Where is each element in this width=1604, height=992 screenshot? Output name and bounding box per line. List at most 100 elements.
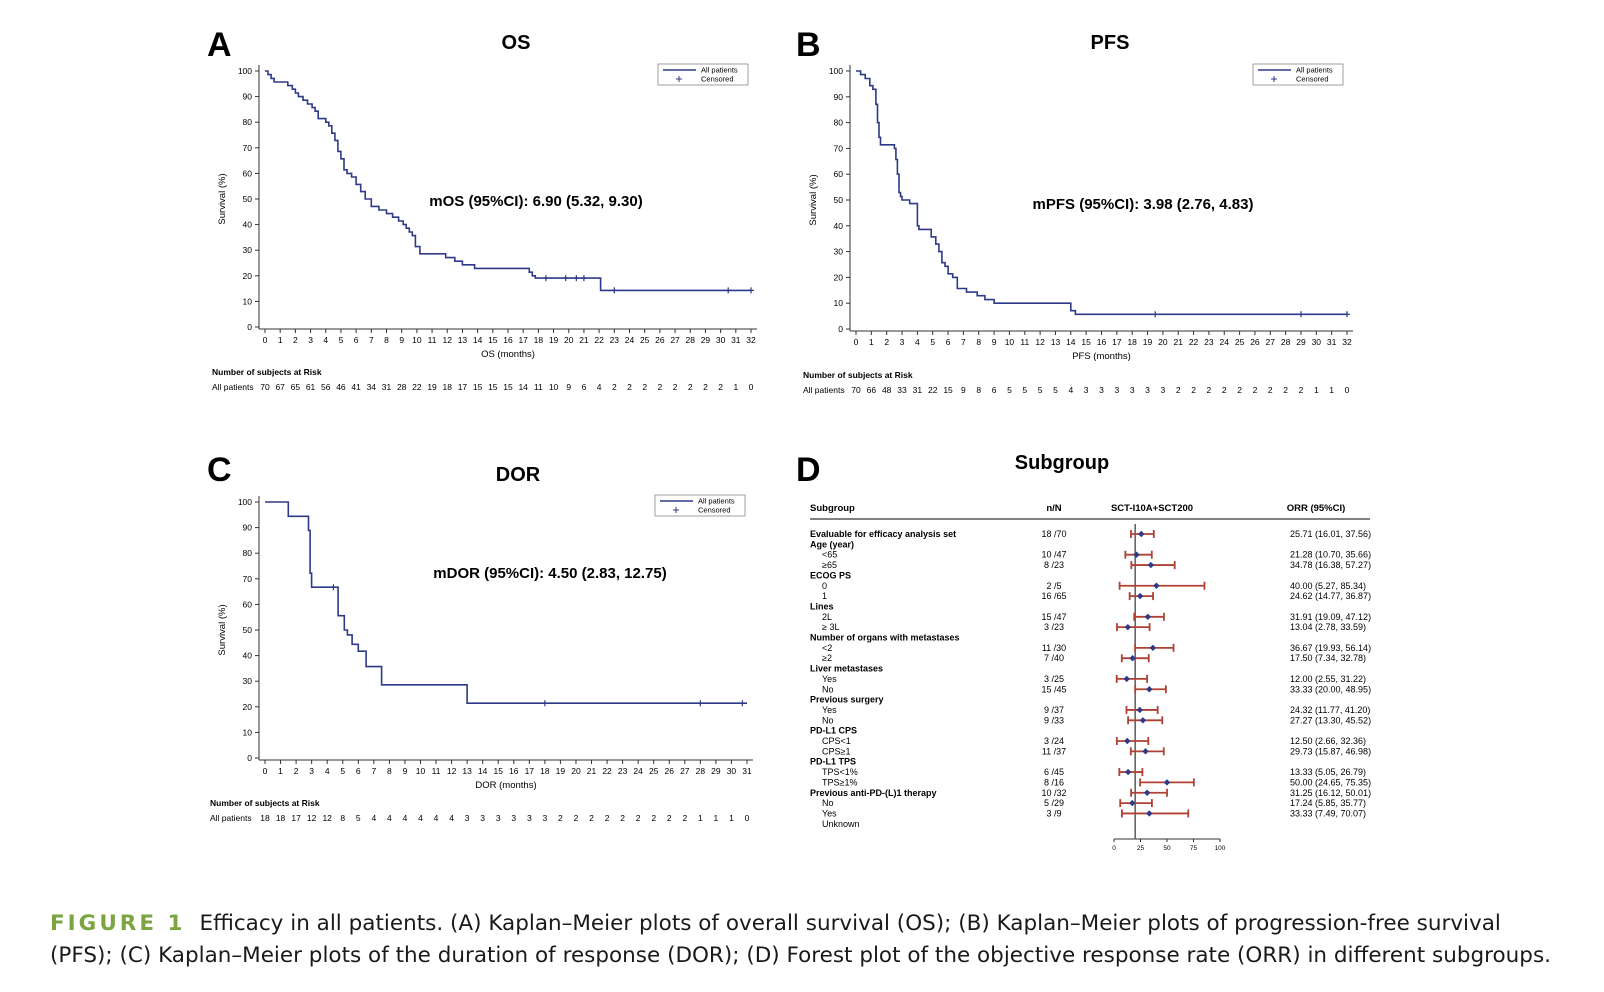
risk-count: 1 — [1314, 385, 1319, 395]
n-over-n: 9 /33 — [1044, 715, 1064, 725]
x-tick-label: 30 — [716, 335, 726, 345]
subgroup-label: ≥65 — [822, 560, 837, 570]
x-tick-label: 9 — [403, 766, 408, 776]
risk-count: 2 — [612, 382, 617, 392]
n-over-n: 5 /29 — [1044, 798, 1064, 808]
risk-count: 8 — [340, 813, 345, 823]
x-tick-label: 22 — [594, 335, 604, 345]
x-tick-label: 16 — [503, 335, 513, 345]
panel-d: D Subgroup Subgroup n/N SCT-I10A+SCT200 ORR (… — [796, 451, 1371, 852]
n-over-n: 9 /37 — [1044, 705, 1064, 715]
point-estimate — [1138, 530, 1145, 538]
subgroup-label: 0 — [822, 581, 827, 591]
x-tick-label: 19 — [549, 335, 559, 345]
censored-mark — [562, 275, 569, 282]
column-header: n/N — [1046, 503, 1061, 514]
y-tick-label: 0 — [838, 324, 843, 334]
x-tick-label: 2 — [293, 335, 298, 345]
point-estimate — [1123, 675, 1130, 683]
risk-count: 1 — [1329, 385, 1334, 395]
risk-count: 18 — [260, 813, 270, 823]
y-tick-label: 40 — [834, 221, 844, 231]
subgroup-header: Previous anti-PD-(L)1 therapy — [810, 788, 937, 798]
y-tick-label: 60 — [243, 599, 253, 609]
risk-count: 4 — [418, 813, 423, 823]
x-tick-label: 1 — [278, 335, 283, 345]
subgroup-header: Evaluable for efficacy analysis set — [810, 529, 956, 539]
risk-table-label: All patients — [212, 382, 254, 392]
x-tick-label: 17 — [518, 335, 528, 345]
censored-mark — [573, 275, 580, 282]
legend-plus-swatch — [676, 76, 682, 82]
y-axis-label: Survival (%) — [808, 174, 819, 225]
point-estimate — [1136, 706, 1143, 714]
x-tick-label: 20 — [564, 335, 574, 345]
point-estimate — [1129, 799, 1136, 807]
x-tick-label: 32 — [1342, 337, 1352, 347]
point-estimate — [1139, 717, 1147, 724]
survival-curve — [265, 70, 751, 292]
subgroup-label: TPS<1% — [822, 767, 858, 777]
subgroup-label: <2 — [822, 643, 832, 653]
subgroup-label: Yes — [822, 674, 837, 684]
y-tick-label: 100 — [829, 66, 843, 76]
figure-label: FIGURE 1 — [50, 911, 186, 936]
orr-ci-text: 34.78 (16.38, 57.27) — [1290, 560, 1371, 570]
risk-count: 5 — [1007, 385, 1012, 395]
risk-count: 2 — [718, 382, 723, 392]
forest-x-tick-label: 75 — [1190, 845, 1198, 852]
y-tick-label: 40 — [243, 220, 253, 230]
risk-count: 2 — [1237, 385, 1242, 395]
risk-count: 34 — [367, 382, 377, 392]
orr-ci-text: 29.73 (15.87, 46.98) — [1290, 746, 1371, 756]
y-tick-label: 80 — [243, 548, 253, 558]
risk-count: 3 — [465, 813, 470, 823]
forest-x-tick-label: 0 — [1112, 845, 1116, 852]
orr-ci-text: 12.50 (2.66, 32.36) — [1290, 736, 1366, 746]
x-tick-label: 19 — [556, 766, 566, 776]
x-tick-label: 17 — [1112, 337, 1122, 347]
n-over-n: 10 /47 — [1041, 550, 1066, 560]
x-tick-label: 29 — [701, 335, 711, 345]
x-tick-label: 4 — [323, 335, 328, 345]
y-tick-label: 90 — [243, 92, 253, 102]
n-over-n: 15 /47 — [1041, 612, 1066, 622]
risk-count: 1 — [729, 813, 734, 823]
x-tick-label: 13 — [1051, 337, 1061, 347]
risk-count: 2 — [574, 813, 579, 823]
risk-count: 12 — [322, 813, 332, 823]
risk-count: 2 — [1268, 385, 1273, 395]
x-tick-label: 4 — [915, 337, 920, 347]
x-tick-label: 13 — [458, 335, 468, 345]
risk-count: 22 — [412, 382, 422, 392]
risk-count: 2 — [658, 382, 663, 392]
risk-table-label: All patients — [803, 385, 845, 395]
y-tick-label: 70 — [243, 574, 253, 584]
risk-count: 2 — [1253, 385, 1258, 395]
chart-title: DOR — [496, 464, 541, 486]
point-estimate — [1124, 737, 1131, 745]
median-annotation: mDOR (95%CI): 4.50 (2.83, 12.75) — [433, 565, 666, 582]
risk-count: 3 — [496, 813, 501, 823]
point-estimate — [1143, 789, 1151, 796]
censored-mark — [1344, 311, 1350, 318]
y-tick-label: 100 — [238, 66, 252, 76]
legend-entry: All patients — [698, 497, 735, 506]
risk-count: 31 — [382, 382, 392, 392]
risk-count: 65 — [291, 382, 301, 392]
x-tick-label: 11 — [428, 335, 437, 345]
orr-ci-text: 13.33 (5.05, 26.79) — [1290, 767, 1366, 777]
x-axis-label: OS (months) — [481, 349, 535, 360]
x-tick-label: 1 — [278, 766, 283, 776]
risk-count: 17 — [458, 382, 468, 392]
risk-count: 46 — [336, 382, 346, 392]
risk-count: 2 — [589, 813, 594, 823]
x-tick-label: 22 — [602, 766, 612, 776]
n-over-n: 2 /5 — [1046, 581, 1061, 591]
x-tick-label: 26 — [1250, 337, 1260, 347]
legend-entry: Censored — [701, 75, 734, 84]
censored-mark — [725, 287, 732, 294]
risk-count: 0 — [1345, 385, 1350, 395]
